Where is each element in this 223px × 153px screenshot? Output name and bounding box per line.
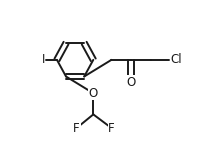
Text: O: O [127, 76, 136, 89]
Text: F: F [108, 121, 115, 134]
Text: O: O [89, 87, 98, 100]
Text: Cl: Cl [171, 53, 182, 66]
Text: F: F [73, 121, 80, 134]
Text: I: I [41, 53, 45, 66]
